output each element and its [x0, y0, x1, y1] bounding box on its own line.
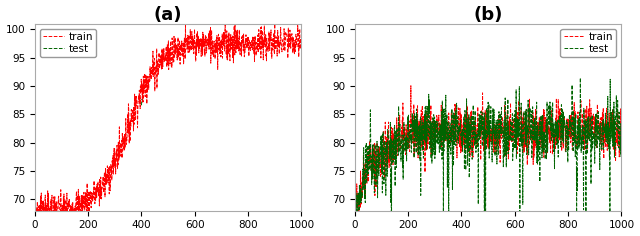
test [534, 140, 542, 143]
Line: train: train [355, 86, 621, 220]
train [355, 219, 362, 222]
Title: (b): (b) [474, 6, 503, 24]
Line: train: train [35, 21, 301, 230]
Line: test: test [355, 78, 621, 236]
train [239, 42, 247, 44]
train [59, 220, 67, 223]
Line: test: test [35, 49, 300, 230]
test [31, 149, 39, 152]
Legend: train, test: train, test [40, 29, 96, 57]
train [149, 62, 157, 65]
train [564, 130, 572, 132]
train [31, 195, 39, 198]
train [559, 147, 567, 149]
train [351, 202, 359, 205]
Title: (a): (a) [154, 6, 182, 24]
Legend: train, test: train, test [561, 29, 616, 57]
train [407, 84, 415, 87]
train [298, 48, 305, 51]
train [469, 156, 477, 159]
test [559, 132, 567, 135]
train [618, 123, 625, 126]
train [379, 164, 387, 167]
train [271, 20, 278, 23]
train [244, 46, 252, 48]
test [577, 76, 584, 79]
train [214, 37, 222, 40]
test [459, 128, 467, 131]
test [351, 216, 359, 219]
test [468, 134, 476, 136]
test [378, 191, 386, 194]
train [140, 101, 147, 103]
train [460, 143, 467, 146]
train [534, 121, 542, 124]
test [618, 133, 625, 136]
test [564, 161, 572, 164]
train [38, 228, 46, 231]
